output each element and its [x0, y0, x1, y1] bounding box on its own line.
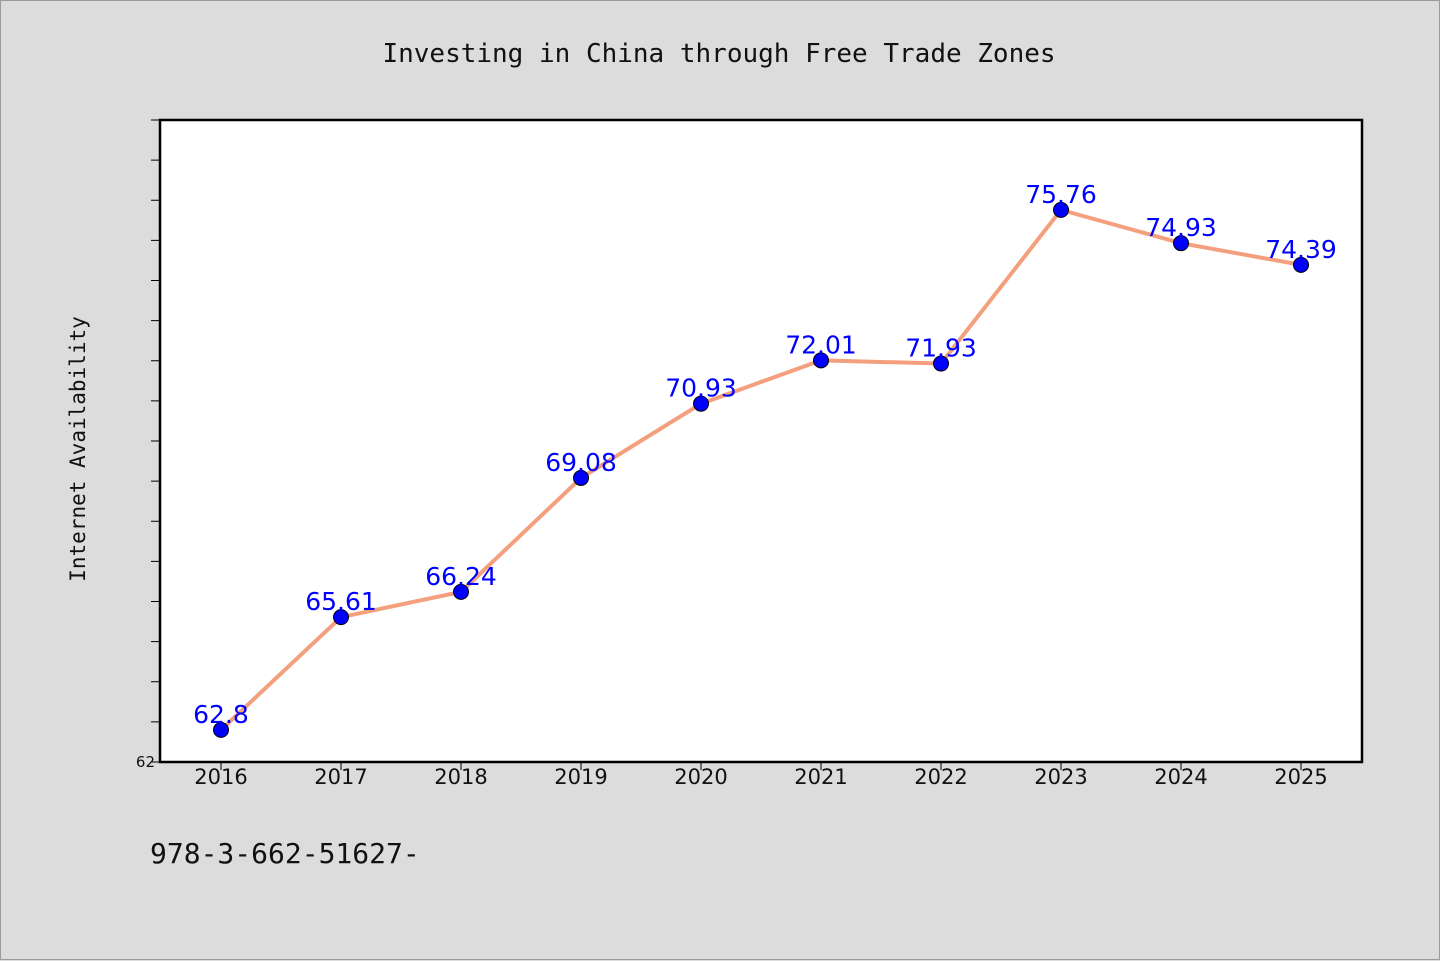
data-label: 74.93 — [1145, 213, 1217, 242]
x-tick-label: 2025 — [1274, 765, 1327, 789]
series-line-group — [213, 201, 1309, 738]
x-tick-label: 2016 — [194, 765, 247, 789]
x-axis-ticks: 2016 2017 2018 2019 2020 2021 2022 2023 2024 2025 — [194, 762, 1328, 789]
data-label: 75.76 — [1025, 180, 1097, 209]
data-point-marker — [333, 609, 349, 626]
data-point-marker — [813, 352, 829, 369]
x-tick-label: 2019 — [554, 765, 607, 789]
y-axis-ticks: 62 — [136, 119, 160, 771]
data-label: 70.93 — [665, 374, 737, 403]
x-tick-label: 2024 — [1154, 765, 1207, 789]
x-tick-label: 2018 — [434, 765, 487, 789]
data-point-marker — [213, 721, 229, 738]
data-label: 69.08 — [545, 448, 617, 477]
data-point-marker — [1173, 235, 1189, 252]
data-point-marker — [693, 395, 709, 412]
data-label: 65.61 — [305, 587, 377, 616]
data-point-marker — [573, 469, 589, 486]
x-tick-label: 2023 — [1034, 765, 1087, 789]
chart-title: Investing in China through Free Trade Zo… — [382, 39, 1055, 69]
x-tick-label: 2022 — [914, 765, 967, 789]
data-label: 62.8 — [193, 700, 249, 729]
y-axis-label: Internet Availability — [66, 316, 90, 582]
x-tick-label: 2020 — [674, 765, 727, 789]
data-label: 72.01 — [785, 330, 857, 359]
data-point-marker — [1293, 256, 1309, 273]
y-tick-label: 62 — [136, 753, 155, 771]
footer-isbn: 978-3-662-51627- — [150, 837, 420, 870]
data-label: 71.93 — [905, 334, 977, 363]
x-tick-label: 2021 — [794, 765, 847, 789]
data-label: 74.39 — [1265, 235, 1337, 264]
series-line — [219, 207, 1302, 732]
data-point-marker — [933, 355, 949, 372]
x-tick-label: 2017 — [314, 765, 367, 789]
data-labels-group: 62.8 65.61 66.24 69.08 70.93 72.01 71.93 75.76 7… — [193, 180, 1337, 729]
plot-area — [158, 118, 1364, 764]
data-point-marker — [1053, 201, 1069, 218]
data-point-marker — [453, 583, 469, 600]
data-label: 66.24 — [425, 562, 497, 591]
